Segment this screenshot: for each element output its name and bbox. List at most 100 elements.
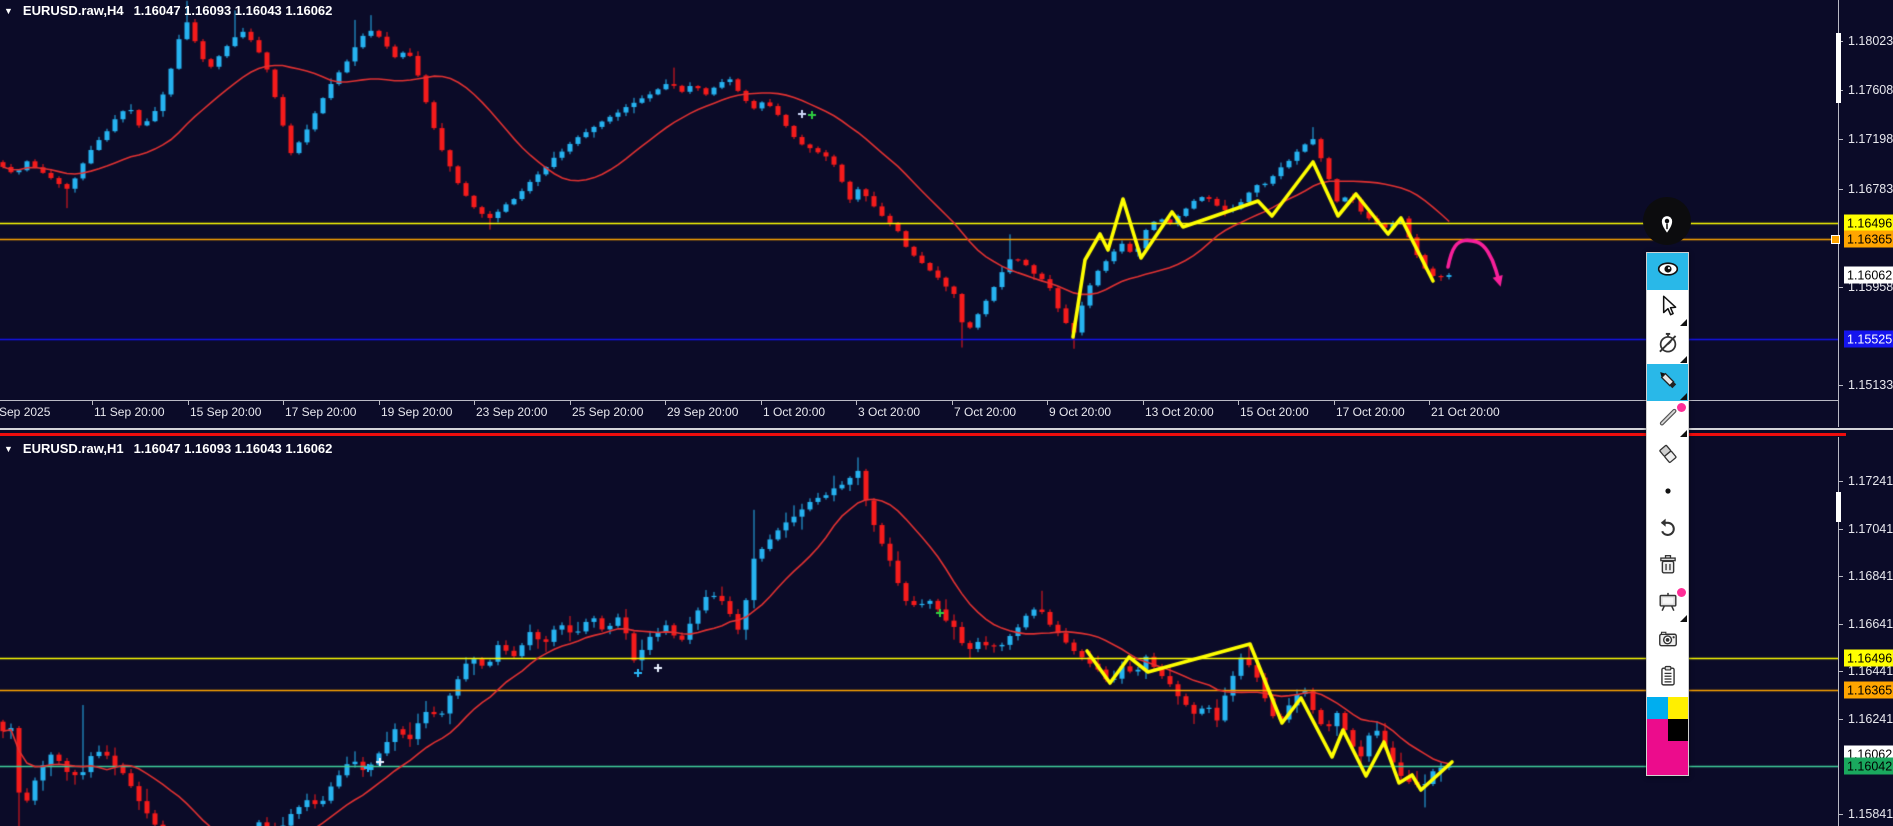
price-tick-label: 1.15841 bbox=[1848, 807, 1893, 821]
time-tick-label: 23 Sep 20:00 bbox=[476, 405, 548, 419]
time-tick-mark bbox=[570, 400, 571, 405]
time-tick-label: 7 Oct 20:00 bbox=[954, 405, 1017, 419]
screenshot-tool[interactable] bbox=[1647, 623, 1688, 660]
time-tick-label: 9 Sep 2025 bbox=[0, 405, 51, 419]
pen-overlay-button[interactable] bbox=[1643, 197, 1691, 245]
pencil-icon bbox=[1655, 367, 1681, 398]
chevron-down-icon[interactable]: ▼ bbox=[4, 5, 13, 16]
price-tick-label: 1.16783 bbox=[1848, 182, 1893, 196]
time-tick-label: 1 Oct 20:00 bbox=[763, 405, 826, 419]
h4-chart-canvas[interactable] bbox=[0, 0, 1838, 427]
undo-button[interactable] bbox=[1647, 512, 1688, 549]
price-tick-mark bbox=[1838, 719, 1843, 720]
price-label: 1.16496 bbox=[1844, 649, 1893, 667]
hline-selection-anchor[interactable] bbox=[1831, 235, 1840, 244]
chevron-down-icon[interactable]: ▼ bbox=[4, 443, 13, 454]
size-indicator[interactable] bbox=[1647, 475, 1688, 512]
camera-icon bbox=[1655, 626, 1681, 657]
eye-icon bbox=[1655, 256, 1681, 287]
h4-symbol-timeframe: EURUSD.raw,H4 bbox=[22, 3, 124, 18]
price-label: 1.16042 bbox=[1844, 757, 1893, 775]
clear-button[interactable] bbox=[1647, 549, 1688, 586]
trash-icon bbox=[1655, 552, 1681, 583]
time-tick-label: 15 Oct 20:00 bbox=[1240, 405, 1309, 419]
time-tick-mark bbox=[283, 400, 284, 405]
price-tick-label: 1.17241 bbox=[1848, 474, 1893, 488]
price-tick-mark bbox=[1838, 481, 1843, 482]
undo-icon bbox=[1655, 515, 1681, 546]
submenu-corner-icon bbox=[1680, 615, 1687, 622]
time-tick-label: 13 Oct 20:00 bbox=[1145, 405, 1214, 419]
price-label: 1.16496 bbox=[1844, 214, 1893, 232]
time-tick-label: 21 Oct 20:00 bbox=[1431, 405, 1500, 419]
board-tool[interactable] bbox=[1647, 586, 1688, 623]
time-tick-label: 15 Sep 20:00 bbox=[190, 405, 262, 419]
clipboard-icon bbox=[1655, 663, 1681, 694]
color-dot bbox=[1677, 403, 1686, 412]
time-tick-mark bbox=[188, 400, 189, 405]
price-tick-mark bbox=[1838, 814, 1843, 815]
h4-price-axis-line[interactable] bbox=[1838, 0, 1839, 427]
time-tick-mark bbox=[379, 400, 380, 405]
h1-ohlc-readout: 1.16047 1.16093 1.16043 1.16062 bbox=[133, 441, 333, 456]
price-tick-mark bbox=[1838, 529, 1843, 530]
price-tick-label: 1.16641 bbox=[1848, 617, 1893, 631]
palette-color-2[interactable] bbox=[1647, 719, 1668, 741]
pen-nib-icon bbox=[1661, 216, 1673, 233]
time-tick-mark bbox=[1238, 400, 1239, 405]
h4-time-axis-line[interactable] bbox=[0, 400, 1838, 401]
price-label: 1.15525 bbox=[1844, 330, 1893, 348]
submenu-corner-icon bbox=[1680, 319, 1687, 326]
pencil-tool[interactable] bbox=[1647, 364, 1688, 401]
small-dot-icon bbox=[1655, 478, 1681, 509]
price-label: 1.16365 bbox=[1844, 230, 1893, 248]
time-tick-label: 17 Oct 20:00 bbox=[1336, 405, 1405, 419]
line-width-tool[interactable] bbox=[1647, 401, 1688, 438]
h1-symbol-timeframe: EURUSD.raw,H1 bbox=[22, 441, 124, 456]
time-tick-mark bbox=[952, 400, 953, 405]
time-tick-mark bbox=[1334, 400, 1335, 405]
price-axis-scrollbar-thumb[interactable] bbox=[1836, 492, 1841, 522]
price-label: 1.16365 bbox=[1844, 681, 1893, 699]
price-tick-mark bbox=[1838, 385, 1843, 386]
annotation-toolbar bbox=[1646, 252, 1689, 776]
price-tick-label: 1.16841 bbox=[1848, 569, 1893, 583]
palette-color-3[interactable] bbox=[1667, 719, 1688, 741]
eraser-tool[interactable] bbox=[1647, 438, 1688, 475]
price-tick-label: 1.15958 bbox=[1848, 280, 1893, 294]
window-splitter[interactable] bbox=[0, 428, 1893, 430]
price-label: 1.16062 bbox=[1844, 266, 1893, 284]
h4-chart-title: ▼ EURUSD.raw,H4 1.16047 1.16093 1.16043 … bbox=[4, 3, 332, 18]
h1-chart-canvas[interactable] bbox=[0, 437, 1838, 826]
time-tick-mark bbox=[1047, 400, 1048, 405]
time-tick-mark bbox=[474, 400, 475, 405]
price-tick-mark bbox=[1838, 139, 1843, 140]
select-tool[interactable] bbox=[1647, 290, 1688, 327]
selected-color-swatch[interactable] bbox=[1647, 741, 1688, 775]
palette-color-1[interactable] bbox=[1667, 697, 1688, 719]
time-tick-label: 3 Oct 20:00 bbox=[858, 405, 921, 419]
price-tick-label: 1.15133 bbox=[1848, 378, 1893, 392]
clipboard-tool[interactable] bbox=[1647, 660, 1688, 697]
h1-price-axis-line[interactable] bbox=[1838, 437, 1839, 826]
time-tick-label: 29 Sep 20:00 bbox=[667, 405, 739, 419]
h4-ohlc-readout: 1.16047 1.16093 1.16043 1.16062 bbox=[133, 3, 333, 18]
price-tick-label: 1.16241 bbox=[1848, 712, 1893, 726]
color-palette bbox=[1647, 697, 1688, 741]
time-tick-label: 25 Sep 20:00 bbox=[572, 405, 644, 419]
time-tick-mark bbox=[92, 400, 93, 405]
submenu-corner-icon bbox=[1680, 430, 1687, 437]
price-tick-label: 1.17608 bbox=[1848, 83, 1893, 97]
h1-chart-title: ▼ EURUSD.raw,H1 1.16047 1.16093 1.16043 … bbox=[4, 441, 332, 456]
timer-off-icon bbox=[1655, 330, 1681, 361]
visibility-tool[interactable] bbox=[1647, 253, 1688, 290]
timer-tool[interactable] bbox=[1647, 327, 1688, 364]
palette-color-0[interactable] bbox=[1647, 697, 1668, 719]
time-tick-mark bbox=[1143, 400, 1144, 405]
price-tick-mark bbox=[1838, 624, 1843, 625]
price-axis-scrollbar-thumb[interactable] bbox=[1836, 33, 1841, 103]
price-tick-label: 1.17041 bbox=[1848, 522, 1893, 536]
time-tick-label: 11 Sep 20:00 bbox=[94, 405, 165, 419]
time-tick-label: 17 Sep 20:00 bbox=[285, 405, 357, 419]
